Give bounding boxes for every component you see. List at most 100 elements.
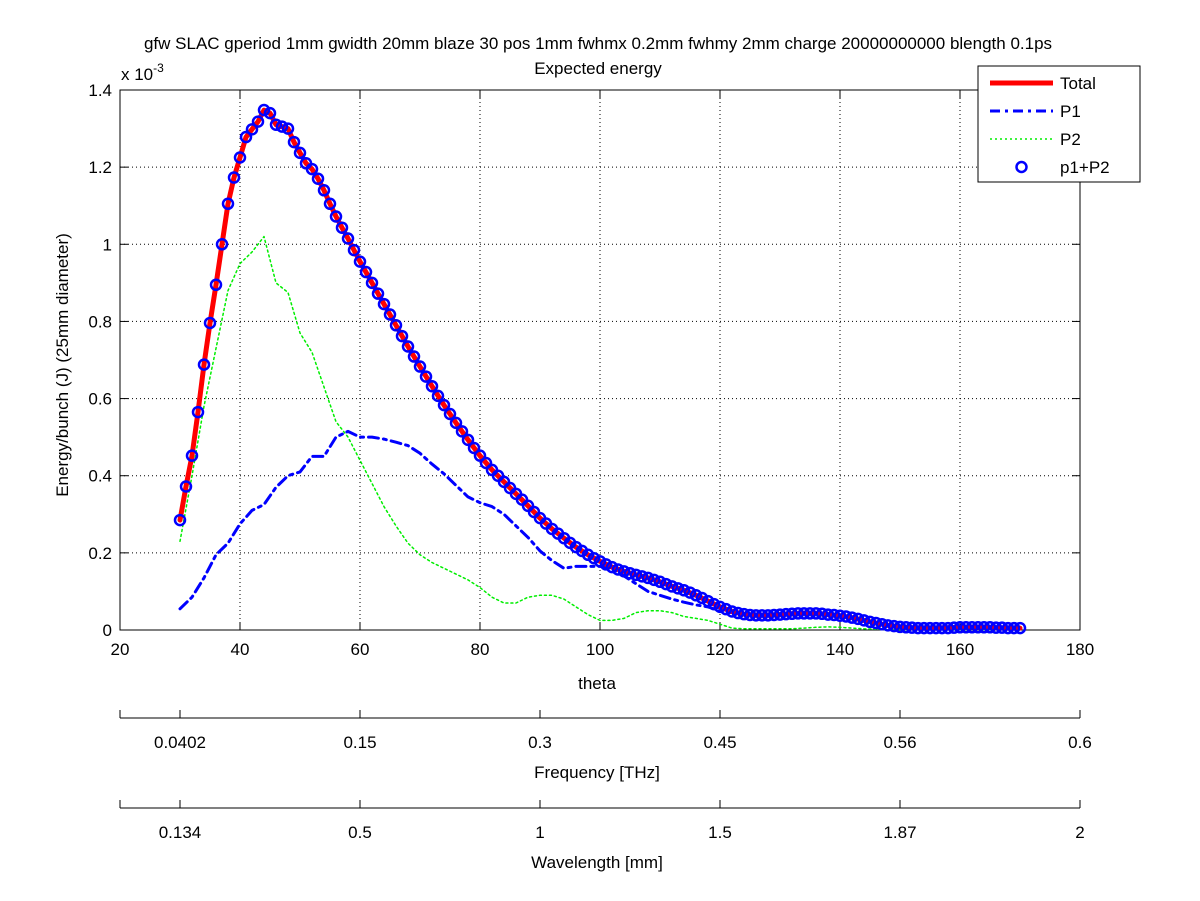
y-tick-label: 0.8 [88,312,112,331]
data-point-p1-p2 [995,621,1009,634]
data-point-p1-p2 [809,607,823,620]
data-point-p1-p2 [425,379,439,393]
data-point-p1-p2 [737,607,751,621]
secondary-tick-label: 0.15 [343,733,376,752]
data-point-p1-p2 [971,621,985,634]
chart-title: gfw SLAC gperiod 1mm gwidth 20mm blaze 3… [144,34,1052,53]
data-point-p1-p2 [881,619,895,632]
legend-label: p1+P2 [1060,158,1110,177]
secondary-tick-label: 0.5 [348,823,372,842]
data-point-p1-p2 [959,621,973,634]
data-point-p1-p2 [755,609,769,622]
data-point-p1-p2 [689,589,703,602]
data-point-p1-p2 [659,577,673,591]
data-point-p1-p2 [653,575,667,589]
data-point-p1-p2 [929,621,943,635]
x-tick-label: 20 [111,640,130,659]
data-point-p1-p2 [587,552,601,565]
secondary-tick-label: 1.87 [883,823,916,842]
data-point-p1-p2 [215,238,229,251]
y-tick-label: 0.6 [88,390,112,409]
data-point-p1-p2 [923,621,937,635]
data-point-p1-p2 [989,621,1003,634]
x-tick-label: 120 [706,640,734,659]
data-point-p1-p2 [719,602,733,616]
data-point-p1-p2 [335,221,349,234]
secondary-tick-label: 2 [1075,823,1084,842]
data-point-p1-p2 [173,513,187,527]
data-point-p1-p2 [185,449,199,462]
data-point-p1-p2 [467,441,481,455]
data-point-p1-p2 [413,360,427,373]
data-point-p1-p2 [713,600,727,614]
data-point-p1-p2 [281,122,295,135]
x-tick-label: 80 [471,640,490,659]
data-point-p1-p2 [611,563,625,576]
y-tick-label: 1.4 [88,81,112,100]
data-point-p1-p2 [647,573,661,587]
plot-area [120,90,1080,630]
data-point-p1-p2 [341,232,355,245]
data-point-p1-p2 [743,608,757,622]
x-tick-label: 60 [351,640,370,659]
data-point-p1-p2 [353,255,367,268]
data-point-p1-p2 [593,555,607,568]
data-point-p1-p2 [941,621,955,635]
x-tick-label: 160 [946,640,974,659]
data-point-p1-p2 [821,608,835,621]
data-point-p1-p2 [953,621,967,634]
x-tick-label: 180 [1066,640,1094,659]
data-point-p1-p2 [473,449,487,462]
data-point-p1-p2 [671,582,685,595]
data-point-p1-p2 [377,297,391,311]
data-point-p1-p2 [761,609,775,622]
data-point-p1-p2 [773,608,787,621]
data-point-p1-p2 [839,610,853,623]
data-point-p1-p2 [797,607,811,620]
data-point-p1-p2 [869,616,883,630]
secondary-tick-label: 0.134 [159,823,202,842]
y-exponent-power: -3 [153,61,164,75]
y-tick-label: 0 [103,621,112,640]
data-point-p1-p2 [311,172,325,185]
data-point-p1-p2 [347,243,361,257]
legend-label: P2 [1060,130,1081,149]
data-point-p1-p2 [977,621,991,634]
data-point-p1-p2 [749,609,763,622]
data-point-p1-p2 [731,606,745,620]
legend-label: Total [1060,74,1096,93]
secondary-tick-label: 1 [535,823,544,842]
secondary-tick-label: 0.3 [528,733,552,752]
data-point-p1-p2 [875,617,889,631]
data-point-p1-p2 [479,456,493,470]
data-point-p1-p2 [269,118,283,131]
data-point-p1-p2 [305,162,319,176]
data-point-p1-p2 [419,370,433,383]
data-point-p1-p2 [815,607,829,621]
data-point-p1-p2 [791,607,805,620]
data-point-p1-p2 [1013,621,1027,635]
series-layer [173,103,1027,635]
data-point-p1-p2 [449,416,463,430]
secondary-axis-label: Frequency [THz] [534,763,660,782]
data-point-p1-p2 [1001,621,1015,635]
legend: Total P1 P2 p1+P2 [977,65,1141,183]
x-tick-label: 100 [586,640,614,659]
data-point-p1-p2 [695,591,709,605]
secondary-tick-label: 0.0402 [154,733,206,752]
data-point-p1-p2 [857,614,871,627]
secondary-tick-label: 0.6 [1068,733,1092,752]
data-point-p1-p2 [191,405,205,419]
data-point-p1-p2 [845,611,859,624]
data-point-p1-p2 [287,135,301,149]
data-point-p1-p2 [935,621,949,635]
grid-lines [120,90,1080,630]
data-point-p1-p2 [677,584,691,597]
y-tick-label: 1 [103,235,112,254]
data-point-p1-p2 [233,151,247,164]
data-point-p1-p2 [461,433,475,447]
secondary-tick-label: 0.45 [703,733,736,752]
data-point-p1-p2 [707,597,721,611]
data-point-p1-p2 [893,620,907,634]
